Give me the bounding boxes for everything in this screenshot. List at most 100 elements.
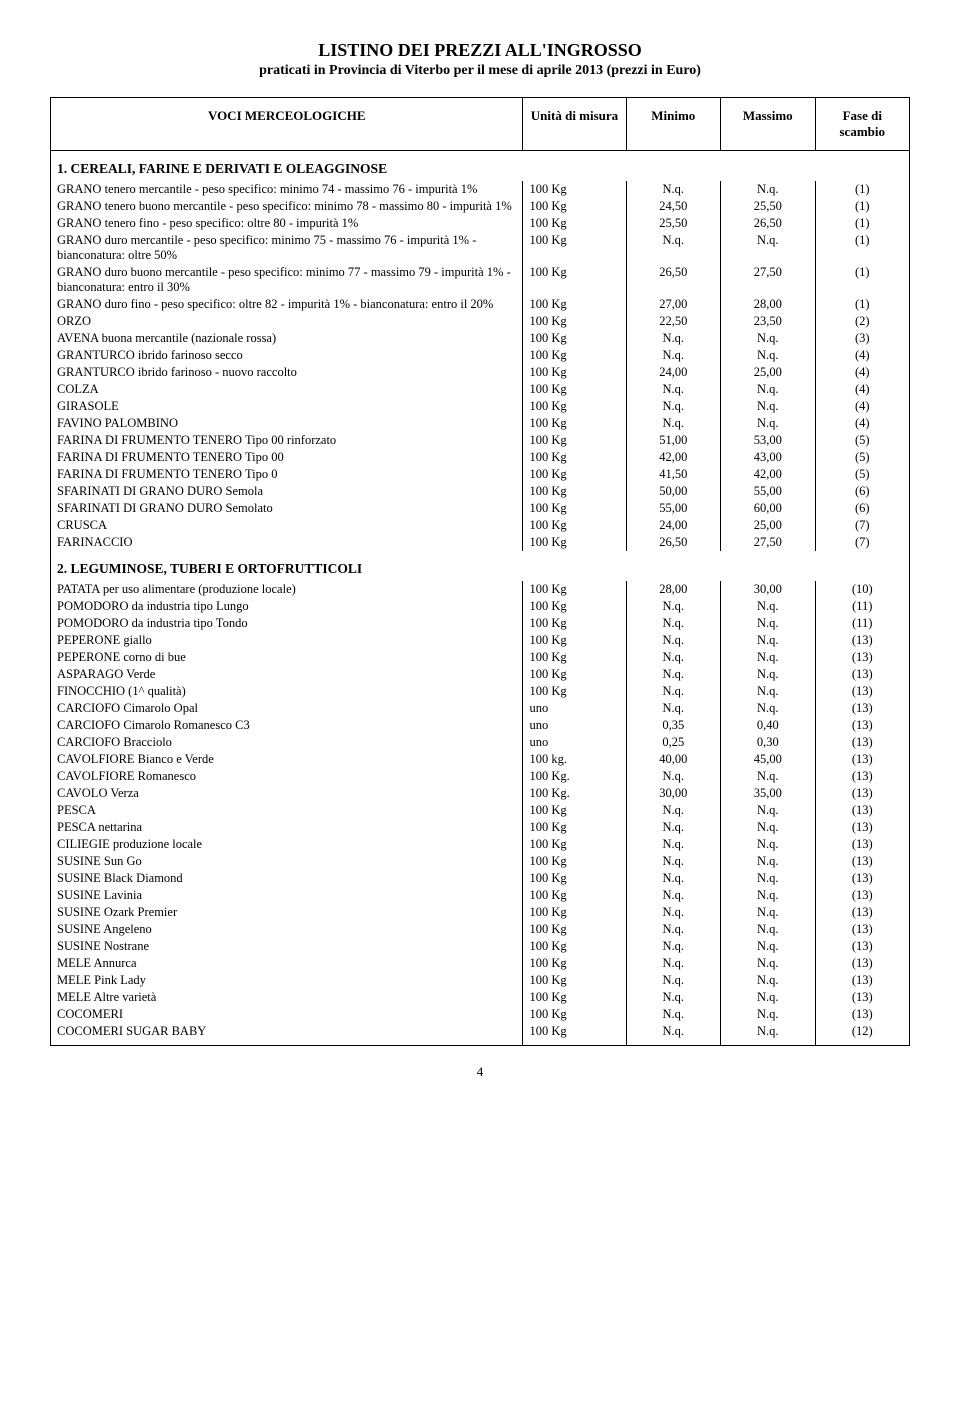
row-min: 24,00	[626, 517, 720, 534]
table-row: POMODORO da industria tipo Lungo100 KgN.…	[51, 598, 910, 615]
table-row: GRANO duro mercantile - peso specifico: …	[51, 232, 910, 264]
row-min: N.q.	[626, 232, 720, 264]
row-unit: 100 Kg	[523, 955, 626, 972]
table-row: CRUSCA100 Kg24,0025,00(7)	[51, 517, 910, 534]
row-fase: (13)	[815, 853, 910, 870]
table-row: SUSINE Ozark Premier100 KgN.q.N.q.(13)	[51, 904, 910, 921]
row-unit: 100 Kg	[523, 347, 626, 364]
row-min: N.q.	[626, 972, 720, 989]
row-min: N.q.	[626, 904, 720, 921]
page-title: LISTINO DEI PREZZI ALL'INGROSSO	[50, 40, 910, 61]
row-label: CARCIOFO Bracciolo	[51, 734, 523, 751]
table-row: FARINACCIO100 Kg26,5027,50(7)	[51, 534, 910, 551]
table-row: SUSINE Lavinia100 KgN.q.N.q.(13)	[51, 887, 910, 904]
row-unit: 100 Kg	[523, 534, 626, 551]
row-min: N.q.	[626, 887, 720, 904]
row-max: N.q.	[721, 887, 815, 904]
row-fase: (3)	[815, 330, 910, 347]
row-fase: (6)	[815, 483, 910, 500]
row-min: N.q.	[626, 598, 720, 615]
row-max: N.q.	[721, 819, 815, 836]
row-max: 25,50	[721, 198, 815, 215]
section-row: 2. LEGUMINOSE, TUBERI E ORTOFRUTTICOLI	[51, 551, 910, 581]
row-unit: 100 Kg	[523, 802, 626, 819]
row-max: N.q.	[721, 632, 815, 649]
table-row: CAVOLFIORE Romanesco100 Kg.N.q.N.q.(13)	[51, 768, 910, 785]
row-unit: 100 Kg	[523, 921, 626, 938]
header-row: VOCI MERCEOLOGICHE Unità di misura Minim…	[51, 98, 910, 151]
row-max: N.q.	[721, 381, 815, 398]
row-label: FAVINO PALOMBINO	[51, 415, 523, 432]
row-min: N.q.	[626, 768, 720, 785]
row-unit: uno	[523, 717, 626, 734]
row-unit: 100 Kg	[523, 649, 626, 666]
row-label: FARINA DI FRUMENTO TENERO Tipo 00	[51, 449, 523, 466]
table-row: GRANO duro buono mercantile - peso speci…	[51, 264, 910, 296]
row-fase: (13)	[815, 785, 910, 802]
row-min: 24,00	[626, 364, 720, 381]
table-row: POMODORO da industria tipo Tondo100 KgN.…	[51, 615, 910, 632]
table-row: SUSINE Angeleno100 KgN.q.N.q.(13)	[51, 921, 910, 938]
row-min: N.q.	[626, 381, 720, 398]
row-fase: (13)	[815, 802, 910, 819]
row-label: PESCA	[51, 802, 523, 819]
row-fase: (7)	[815, 517, 910, 534]
row-max: N.q.	[721, 683, 815, 700]
row-max: 60,00	[721, 500, 815, 517]
row-label: POMODORO da industria tipo Lungo	[51, 598, 523, 615]
row-label: SUSINE Ozark Premier	[51, 904, 523, 921]
row-max: 0,40	[721, 717, 815, 734]
row-unit: 100 Kg	[523, 449, 626, 466]
table-row: SUSINE Sun Go100 KgN.q.N.q.(13)	[51, 853, 910, 870]
row-unit: 100 Kg	[523, 666, 626, 683]
row-label: CARCIOFO Cimarolo Opal	[51, 700, 523, 717]
row-max: N.q.	[721, 921, 815, 938]
row-fase: (1)	[815, 296, 910, 313]
row-min: 42,00	[626, 449, 720, 466]
row-fase: (13)	[815, 717, 910, 734]
row-max: 43,00	[721, 449, 815, 466]
row-max: 26,50	[721, 215, 815, 232]
row-max: 25,00	[721, 364, 815, 381]
table-row: GRANTURCO ibrido farinoso - nuovo raccol…	[51, 364, 910, 381]
row-min: N.q.	[626, 683, 720, 700]
table-row: PEPERONE giallo100 KgN.q.N.q.(13)	[51, 632, 910, 649]
row-unit: 100 Kg	[523, 232, 626, 264]
row-unit: 100 Kg.	[523, 785, 626, 802]
row-max: N.q.	[721, 649, 815, 666]
row-max: N.q.	[721, 700, 815, 717]
row-min: N.q.	[626, 870, 720, 887]
row-max: N.q.	[721, 853, 815, 870]
row-fase: (4)	[815, 364, 910, 381]
row-min: 51,00	[626, 432, 720, 449]
table-row: SUSINE Black Diamond100 KgN.q.N.q.(13)	[51, 870, 910, 887]
row-min: N.q.	[626, 1006, 720, 1023]
row-fase: (13)	[815, 870, 910, 887]
row-max: 35,00	[721, 785, 815, 802]
table-row: COCOMERI SUGAR BABY100 KgN.q.N.q.(12)	[51, 1023, 910, 1046]
row-max: N.q.	[721, 666, 815, 683]
row-label: GIRASOLE	[51, 398, 523, 415]
row-min: N.q.	[626, 347, 720, 364]
row-unit: 100 Kg	[523, 870, 626, 887]
row-label: CAVOLO Verza	[51, 785, 523, 802]
row-min: N.q.	[626, 955, 720, 972]
row-min: 24,50	[626, 198, 720, 215]
row-label: SFARINATI DI GRANO DURO Semolato	[51, 500, 523, 517]
row-unit: 100 Kg	[523, 215, 626, 232]
row-label: MELE Annurca	[51, 955, 523, 972]
table-row: FINOCCHIO (1^ qualità)100 KgN.q.N.q.(13)	[51, 683, 910, 700]
row-label: MELE Altre varietà	[51, 989, 523, 1006]
row-unit: 100 Kg	[523, 517, 626, 534]
table-row: CARCIOFO Cimarolo OpalunoN.q.N.q.(13)	[51, 700, 910, 717]
row-min: N.q.	[626, 989, 720, 1006]
row-unit: 100 Kg	[523, 819, 626, 836]
row-max: N.q.	[721, 836, 815, 853]
row-unit: 100 Kg	[523, 972, 626, 989]
row-label: GRANO tenero fino - peso specifico: oltr…	[51, 215, 523, 232]
row-min: N.q.	[626, 802, 720, 819]
row-max: N.q.	[721, 904, 815, 921]
table-row: PEPERONE corno di bue100 KgN.q.N.q.(13)	[51, 649, 910, 666]
row-min: 28,00	[626, 581, 720, 598]
row-min: N.q.	[626, 330, 720, 347]
